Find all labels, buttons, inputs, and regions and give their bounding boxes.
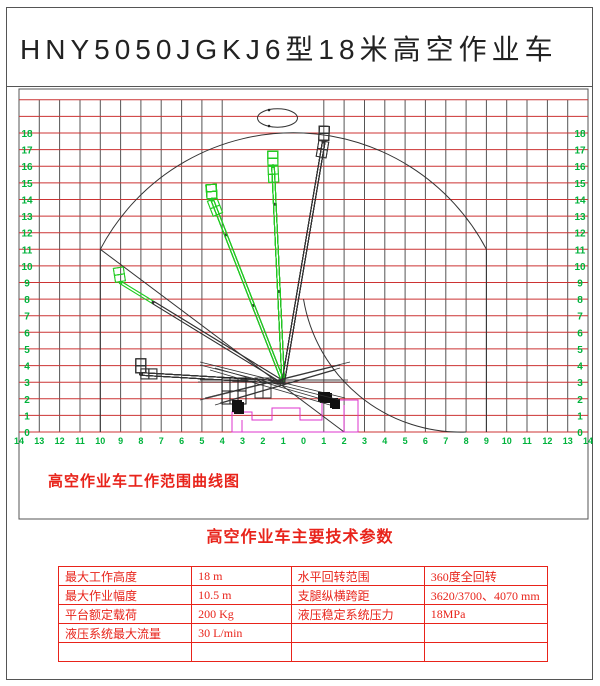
svg-text:10: 10 <box>502 436 512 446</box>
svg-text:5: 5 <box>577 345 583 356</box>
svg-text:12: 12 <box>21 229 33 240</box>
svg-text:13: 13 <box>21 212 33 223</box>
svg-text:11: 11 <box>522 436 532 446</box>
svg-text:14: 14 <box>21 196 33 207</box>
svg-text:4: 4 <box>24 362 30 373</box>
svg-text:13: 13 <box>563 436 573 446</box>
svg-text:9: 9 <box>577 279 583 290</box>
svg-text:10: 10 <box>95 436 105 446</box>
svg-text:13: 13 <box>34 436 44 446</box>
svg-text:8: 8 <box>138 436 143 446</box>
svg-text:4: 4 <box>382 436 387 446</box>
svg-text:4: 4 <box>220 436 225 446</box>
svg-text:3: 3 <box>577 378 583 389</box>
svg-text:12: 12 <box>542 436 552 446</box>
svg-text:1: 1 <box>24 411 30 422</box>
svg-text:6: 6 <box>24 328 30 339</box>
svg-text:3: 3 <box>362 436 367 446</box>
svg-text:7: 7 <box>24 312 30 323</box>
svg-text:1: 1 <box>281 436 286 446</box>
svg-text:14: 14 <box>14 436 24 446</box>
svg-text:13: 13 <box>574 212 586 223</box>
svg-text:2: 2 <box>24 395 30 406</box>
svg-text:5: 5 <box>199 436 204 446</box>
svg-text:10: 10 <box>21 262 33 273</box>
svg-text:9: 9 <box>484 436 489 446</box>
svg-text:2: 2 <box>342 436 347 446</box>
svg-text:2: 2 <box>577 395 583 406</box>
svg-text:7: 7 <box>577 312 583 323</box>
svg-text:15: 15 <box>21 179 33 190</box>
svg-text:2: 2 <box>260 436 265 446</box>
svg-text:14: 14 <box>583 436 593 446</box>
svg-text:10: 10 <box>574 262 586 273</box>
svg-text:6: 6 <box>577 328 583 339</box>
svg-text:16: 16 <box>21 162 33 173</box>
svg-text:0: 0 <box>301 436 306 446</box>
svg-text:4: 4 <box>577 362 583 373</box>
svg-text:8: 8 <box>24 295 30 306</box>
svg-text:1: 1 <box>321 436 326 446</box>
svg-text:15: 15 <box>574 179 586 190</box>
svg-text:7: 7 <box>443 436 448 446</box>
svg-text:11: 11 <box>575 245 586 256</box>
svg-text:9: 9 <box>24 279 30 290</box>
svg-text:18: 18 <box>574 129 586 140</box>
svg-text:1: 1 <box>577 411 583 422</box>
svg-text:6: 6 <box>423 436 428 446</box>
svg-text:12: 12 <box>574 229 586 240</box>
svg-text:12: 12 <box>55 436 65 446</box>
svg-text:8: 8 <box>577 295 583 306</box>
svg-text:3: 3 <box>24 378 30 389</box>
svg-text:6: 6 <box>179 436 184 446</box>
svg-text:3: 3 <box>240 436 245 446</box>
svg-text:17: 17 <box>21 146 33 157</box>
svg-text:14: 14 <box>574 196 586 207</box>
svg-text:17: 17 <box>574 146 586 157</box>
svg-text:11: 11 <box>22 245 33 256</box>
svg-text:9: 9 <box>118 436 123 446</box>
svg-text:7: 7 <box>159 436 164 446</box>
svg-text:5: 5 <box>403 436 408 446</box>
svg-text:8: 8 <box>464 436 469 446</box>
svg-text:16: 16 <box>574 162 586 173</box>
svg-text:0: 0 <box>24 428 30 439</box>
svg-text:5: 5 <box>24 345 30 356</box>
svg-text:11: 11 <box>75 436 85 446</box>
svg-text:18: 18 <box>21 129 33 140</box>
